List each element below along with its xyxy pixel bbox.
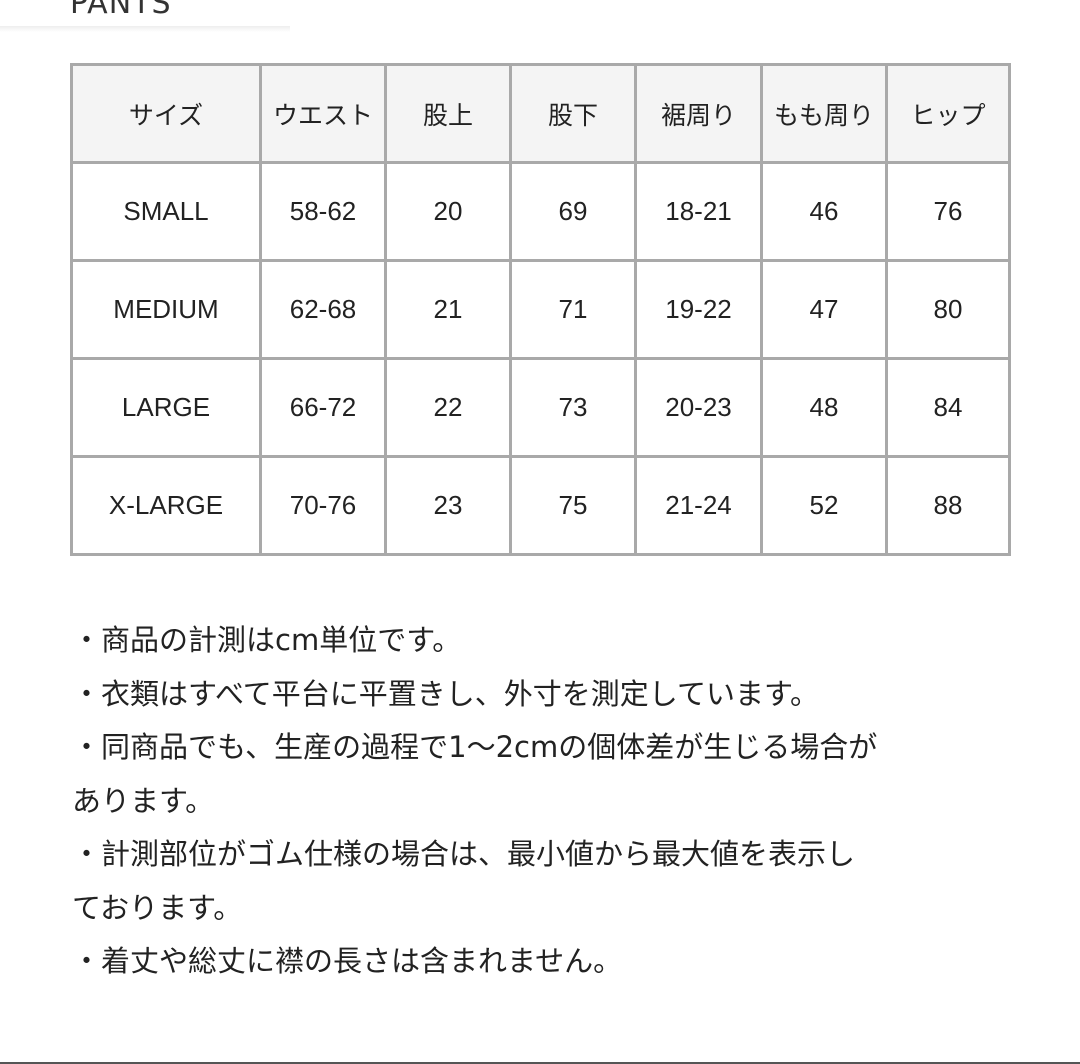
- heading-divider: [0, 26, 290, 32]
- measurement-cell: 66-72: [259, 357, 387, 458]
- measurement-cell: 73: [509, 357, 637, 458]
- measurement-cell: 88: [885, 455, 1011, 556]
- header-inseam: 股下: [509, 63, 637, 164]
- size-label-cell: SMALL: [70, 161, 262, 262]
- measurement-cell: 62-68: [259, 259, 387, 360]
- measurement-cell: 70-76: [259, 455, 387, 556]
- measurement-cell: 19-22: [634, 259, 763, 360]
- measurement-cell: 71: [509, 259, 637, 360]
- size-label-cell: MEDIUM: [70, 259, 262, 360]
- table-row: LARGE 66-72 22 73 20-23 48 84: [70, 357, 1011, 458]
- measurement-cell: 46: [760, 161, 888, 262]
- note-line: ・計測部位がゴム仕様の場合は、最小値から最大値を表示し: [72, 837, 856, 871]
- table-header-row: サイズ ウエスト 股上 股下 裾周り もも周り ヒップ: [70, 63, 1011, 164]
- measurement-cell: 20: [384, 161, 512, 262]
- measurement-cell: 80: [885, 259, 1011, 360]
- size-label-cell: X-LARGE: [70, 455, 262, 556]
- measurement-cell: 18-21: [634, 161, 763, 262]
- note-line: あります。: [72, 783, 215, 818]
- table-row: MEDIUM 62-68 21 71 19-22 47 80: [70, 259, 1011, 360]
- measurement-cell: 69: [509, 161, 637, 262]
- note-line: ・着丈や総丈に襟の長さは含まれません。: [72, 944, 623, 978]
- section-heading: PANTS: [70, 0, 172, 21]
- measurement-cell: 48: [760, 357, 888, 458]
- measurement-cell: 20-23: [634, 357, 763, 458]
- measurement-cell: 21: [384, 259, 512, 360]
- note-line: ・同商品でも、生産の過程で1〜2cmの個体差が生じる場合が: [72, 730, 878, 764]
- table-row: X-LARGE 70-76 23 75 21-24 52 88: [70, 455, 1011, 556]
- header-waist: ウエスト: [259, 63, 387, 164]
- measurement-cell: 47: [760, 259, 888, 360]
- note-line: ております。: [72, 890, 243, 925]
- note-line: ・商品の計測はcm単位です。: [72, 623, 462, 657]
- size-label-cell: LARGE: [70, 357, 262, 458]
- measurement-cell: 22: [384, 357, 512, 458]
- bottom-edge: [0, 1062, 1080, 1064]
- header-rise: 股上: [384, 63, 512, 164]
- note-line: ・衣類はすべて平台に平置きし、外寸を測定しています。: [72, 676, 820, 711]
- header-hip: ヒップ: [885, 63, 1011, 164]
- measurement-cell: 84: [885, 357, 1011, 458]
- header-size: サイズ: [70, 63, 262, 164]
- measurement-cell: 76: [885, 161, 1011, 262]
- table-row: SMALL 58-62 20 69 18-21 46 76: [70, 161, 1011, 262]
- header-hem: 裾周り: [634, 63, 763, 164]
- measurement-cell: 58-62: [259, 161, 387, 262]
- measurement-cell: 75: [509, 455, 637, 556]
- size-chart-table: サイズ ウエスト 股上 股下 裾周り もも周り ヒップ SMALL 58-62 20…: [70, 63, 1011, 556]
- measurement-cell: 23: [384, 455, 512, 556]
- measurement-cell: 52: [760, 455, 888, 556]
- header-thigh: もも周り: [760, 63, 888, 164]
- measurement-notes: ・商品の計測はcm単位です。 ・衣類はすべて平台に平置きし、外寸を測定しています…: [72, 614, 877, 989]
- measurement-cell: 21-24: [634, 455, 763, 556]
